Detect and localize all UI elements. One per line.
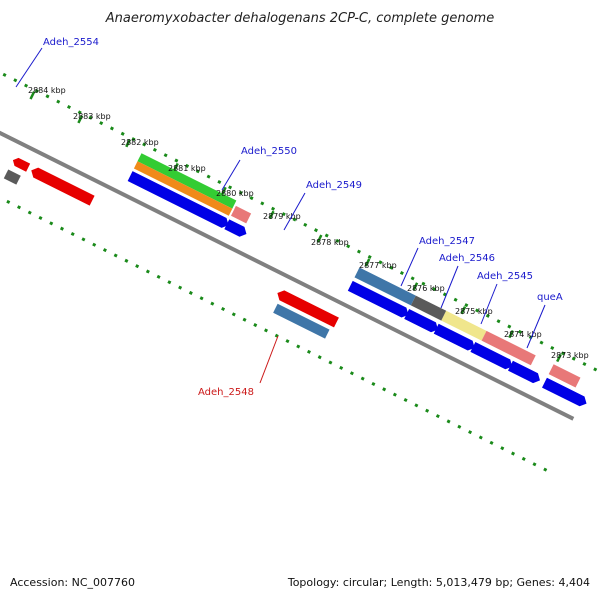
- cds-arrow-forward[interactable]: [542, 377, 589, 409]
- forward-cds-row: [127, 171, 589, 409]
- forward-cog-row: [133, 153, 581, 388]
- scale-label: 2882 kbp: [121, 138, 159, 147]
- major-tick: [316, 234, 323, 243]
- scale-label: 2884 kbp: [28, 86, 66, 95]
- gene-label-adeh-2548[interactable]: Adeh_2548: [198, 387, 254, 398]
- genome-backbone: [0, 77, 575, 421]
- gene-label-adeh-2549[interactable]: Adeh_2549: [306, 180, 362, 191]
- major-tick: [412, 282, 419, 291]
- cds-arrow-reverse[interactable]: [29, 165, 95, 206]
- major-tick: [173, 162, 179, 172]
- scale-label: 2880 kbp: [216, 189, 254, 198]
- gene-label-adeh-2554[interactable]: Adeh_2554: [43, 37, 99, 48]
- cds-arrow-forward[interactable]: [404, 309, 440, 334]
- scale-label: 2883 kbp: [73, 112, 111, 121]
- cds-arrow-forward[interactable]: [470, 342, 514, 371]
- accession-text: Accession: NC_007760: [10, 576, 135, 589]
- label-leader-line: [440, 265, 459, 309]
- scale-label: 2876 kbp: [407, 284, 445, 293]
- cog-block-orange[interactable]: [133, 161, 233, 216]
- topology-text: Topology: circular; Length: 5,013,479 bp…: [287, 576, 590, 589]
- cds-arrow-forward[interactable]: [224, 219, 249, 239]
- scale-labels: 2884 kbp 2883 kbp 2882 kbp 2881 kbp 2880…: [28, 86, 589, 360]
- scale-label: 2877 kbp: [359, 261, 397, 270]
- label-leader-line: [15, 47, 43, 88]
- major-tick: [29, 91, 36, 100]
- major-tick: [508, 330, 515, 339]
- label-leader-line: [480, 283, 498, 325]
- cog-block-steelblue[interactable]: [273, 303, 330, 339]
- scale-label: 2881 kbp: [168, 164, 206, 173]
- scale-label: 2878 kbp: [311, 238, 349, 247]
- gene-label-quea[interactable]: queA: [537, 292, 563, 303]
- label-leader-line: [283, 192, 306, 231]
- cog-block-pink[interactable]: [481, 330, 536, 366]
- major-tick: [556, 353, 562, 363]
- major-tick: [220, 186, 227, 196]
- label-leader-line: [400, 247, 419, 287]
- map-title: Anaeromyxobacter dehalogenans 2CP-C, com…: [105, 11, 494, 26]
- major-tick: [268, 210, 275, 219]
- cog-block-yellow[interactable]: [441, 310, 487, 341]
- major-tick: [77, 115, 84, 124]
- cog-block-gray[interactable]: [3, 169, 21, 185]
- cog-block-pink[interactable]: [231, 205, 252, 224]
- gene-label-adeh-2547[interactable]: Adeh_2547: [419, 236, 475, 247]
- gene-label-adeh-2546[interactable]: Adeh_2546: [439, 253, 495, 264]
- reverse-cds-row: [11, 156, 339, 328]
- scale-label: 2879 kbp: [263, 212, 301, 221]
- cog-block-steelblue[interactable]: [354, 267, 416, 306]
- major-tick: [364, 258, 371, 267]
- cog-block-gray[interactable]: [410, 295, 447, 321]
- scale-label: 2874 kbp: [504, 330, 542, 339]
- gene-label-adeh-2545[interactable]: Adeh_2545: [477, 271, 533, 282]
- cds-arrow-forward[interactable]: [347, 280, 411, 320]
- major-ticks: [29, 91, 562, 363]
- cds-arrow-reverse[interactable]: [275, 288, 339, 328]
- cds-arrow-forward[interactable]: [508, 360, 542, 386]
- cog-block-green[interactable]: [137, 153, 237, 209]
- gene-labels: Adeh_2554 Adeh_2550 Adeh_2549 Adeh_2547 …: [15, 37, 563, 398]
- label-leader-line: [526, 304, 546, 349]
- label-leader-line: [221, 159, 241, 191]
- reverse-cog-row: [3, 169, 330, 339]
- major-tick: [125, 139, 131, 148]
- scale-label: 2873 kbp: [551, 351, 589, 360]
- cog-block-pink[interactable]: [548, 364, 581, 388]
- scale-label: 2875 kbp: [455, 307, 493, 316]
- major-tick: [460, 306, 467, 315]
- label-leader-line: [259, 335, 279, 384]
- cds-arrow-reverse[interactable]: [11, 156, 31, 172]
- gene-label-adeh-2550[interactable]: Adeh_2550: [241, 146, 297, 157]
- cds-arrow-forward[interactable]: [433, 323, 477, 353]
- inner-scale-ring: [0, 130, 549, 473]
- cds-arrow-forward[interactable]: [127, 171, 231, 230]
